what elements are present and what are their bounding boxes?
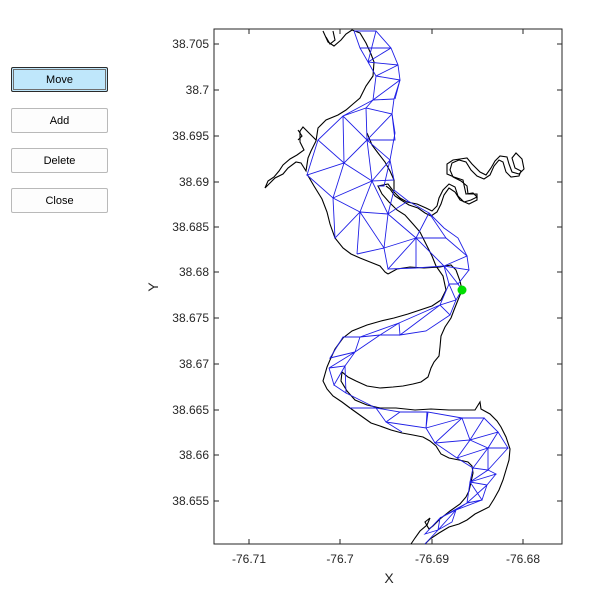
close-button[interactable]: Close <box>11 188 108 213</box>
move-button[interactable]: Move <box>11 67 108 92</box>
x-tick-label: -76.68 <box>506 552 540 566</box>
y-tick-label: 38.67 <box>179 357 209 371</box>
y-tick-label: 38.655 <box>172 494 209 508</box>
y-tick-labels: 38.705 38.7 38.695 38.69 38.685 38.68 38… <box>172 37 209 508</box>
y-tick-label: 38.685 <box>172 220 209 234</box>
x-tick-label: -76.69 <box>415 552 449 566</box>
selected-node-marker[interactable] <box>457 285 467 295</box>
y-tick-label: 38.705 <box>172 37 209 51</box>
add-button[interactable]: Add <box>11 108 108 133</box>
x-tick-label: -76.71 <box>232 552 266 566</box>
axes-box <box>213 28 563 545</box>
y-tick-label: 38.7 <box>186 83 210 97</box>
x-tick-label: -76.7 <box>326 552 354 566</box>
y-tick-label: 38.665 <box>172 403 209 417</box>
delete-button[interactable]: Delete <box>11 148 108 173</box>
y-tick-label: 38.66 <box>179 448 209 462</box>
y-tick-label: 38.68 <box>179 265 209 279</box>
y-tick-label: 38.695 <box>172 129 209 143</box>
y-tick-label: 38.69 <box>179 175 209 189</box>
y-tick-label: 38.675 <box>172 311 209 325</box>
x-tick-labels: -76.71 -76.7 -76.69 -76.68 <box>232 552 540 566</box>
axis-ticks <box>214 29 562 544</box>
y-axis-title: Y <box>145 282 161 292</box>
x-axis-title: X <box>384 570 394 586</box>
mesh-triangulation <box>306 30 509 545</box>
